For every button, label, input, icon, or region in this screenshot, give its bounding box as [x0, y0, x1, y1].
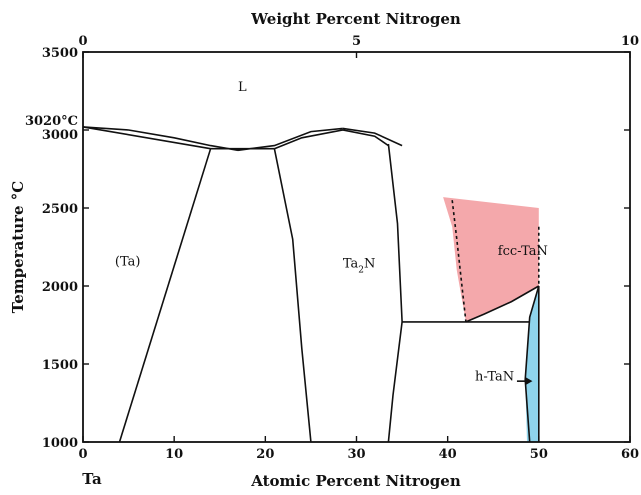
top-axis-title: Weight Percent Nitrogen — [250, 10, 461, 28]
bottom-tick-label: 20 — [256, 447, 274, 462]
y-tick-label: 1500 — [42, 358, 78, 373]
ta2n-left-boundary — [273, 148, 312, 443]
bottom-tick-label: 10 — [165, 447, 183, 462]
bottom-axis-origin-label: Ta — [82, 470, 102, 488]
y-axis-title: Temperature °C — [9, 181, 27, 314]
phase-label: (Ta) — [115, 255, 141, 270]
y-tick-label: 3000 — [42, 128, 78, 143]
ta2n-liquidus-left — [237, 127, 343, 152]
phase-labels: L (Ta) Ta2N fcc-TaN h-TaN — [115, 80, 548, 384]
y-tick-label: 3500 — [42, 46, 78, 61]
arrow-head — [525, 377, 533, 386]
melting-point-label: 3020°C — [25, 114, 78, 129]
y-tick-label: 2000 — [42, 280, 78, 295]
fcc-left-dashed — [451, 200, 467, 322]
bottom-tick-label: 40 — [439, 447, 457, 462]
fcc-lower-boundary — [465, 285, 540, 323]
top-tick-label: 10 — [621, 34, 639, 49]
bottom-axis-title: Atomic Percent Nitrogen — [250, 472, 461, 490]
ta2n-liquidus-right — [342, 127, 403, 147]
h-tan-region — [525, 286, 539, 442]
top-tick-label: 5 — [352, 34, 361, 49]
phase-regions — [443, 197, 539, 442]
y-tick-label: 2500 — [42, 202, 78, 217]
bottom-tick-label: 60 — [621, 447, 639, 462]
ta2n-right-boundary — [387, 143, 403, 443]
top-tick-label: 0 — [78, 34, 87, 49]
bottom-tick-label: 50 — [530, 447, 548, 462]
bottom-tick-label: 0 — [78, 447, 87, 462]
fcc-tan-region — [443, 197, 539, 322]
bottom-tick-label: 30 — [347, 447, 365, 462]
ta2n-solidus — [274, 129, 389, 150]
h-tan-pointer-arrow — [516, 377, 533, 386]
ta-liquidus — [82, 126, 239, 152]
phase-label: L — [238, 80, 247, 95]
axis-ticks: 0 10 20 30 40 50 60 0 5 10 1000 1500 2000 2500 3500 300… — [25, 34, 639, 462]
phase-label: h-TaN — [475, 369, 514, 384]
phase-label: Ta2N — [343, 256, 376, 275]
ta-solidus — [82, 126, 211, 150]
plot-frame — [82, 51, 631, 443]
ta-solvus — [118, 148, 212, 443]
y-tick-label: 1000 — [42, 436, 78, 451]
phase-boundaries — [82, 126, 540, 443]
phase-label: fcc-TaN — [498, 244, 548, 259]
htan-left-boundary — [524, 285, 540, 443]
